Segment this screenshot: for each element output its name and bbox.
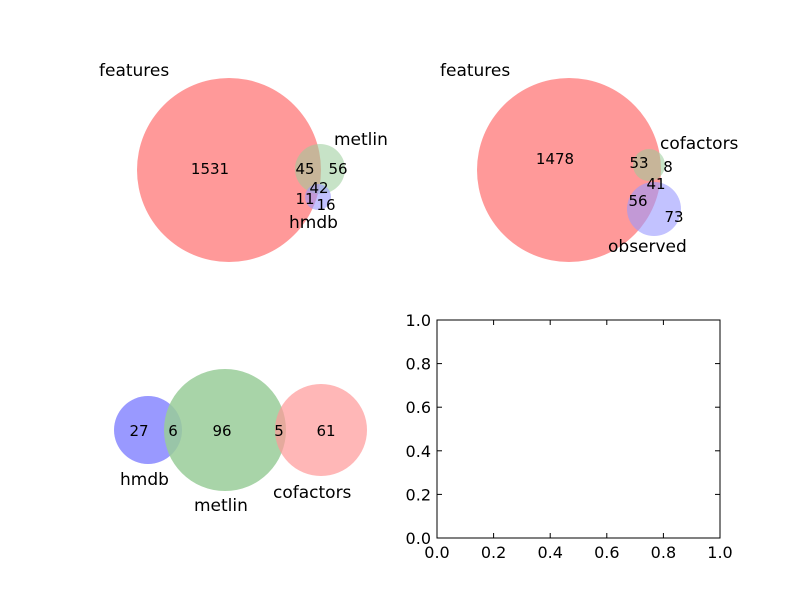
set-label-observed: observed — [608, 237, 687, 257]
venn-circle-cofactors — [275, 384, 367, 476]
set-label-metlin: metlin — [334, 130, 388, 150]
region-label: 56 — [628, 192, 647, 210]
set-label-metlin: metlin — [194, 496, 248, 516]
y-tick-label: 0.0 — [406, 529, 431, 548]
x-tick-label: 0.8 — [651, 543, 676, 562]
region-label: 41 — [646, 175, 665, 193]
region-label: 53 — [629, 154, 648, 172]
venn-panel-top-left: features metlin hmdb 1531 45 56 42 11 16 — [99, 61, 388, 262]
axes-frame — [436, 319, 721, 539]
x-tick-label: 0.6 — [594, 543, 619, 562]
venn-panel-top-right: features cofactors observed 1478 53 8 41… — [440, 61, 739, 262]
x-tick-label: 0.2 — [481, 543, 506, 562]
region-label: 45 — [295, 160, 314, 178]
region-label: 56 — [328, 160, 347, 178]
y-tick-label: 0.8 — [406, 355, 431, 374]
region-label: 1478 — [536, 150, 574, 168]
venn-circle-hmdb — [114, 396, 182, 464]
venn-circle-observed — [627, 182, 681, 236]
region-label: 5 — [274, 422, 284, 440]
venn-circle-metlin — [295, 144, 345, 194]
set-label-features: features — [440, 61, 510, 81]
region-label: 96 — [212, 422, 231, 440]
region-label: 6 — [168, 422, 178, 440]
region-label: 61 — [316, 422, 335, 440]
venn-panel-bottom-left: hmdb metlin cofactors 27 6 96 5 61 — [114, 369, 367, 516]
x-tick-label: 0.4 — [537, 543, 562, 562]
set-label-hmdb: hmdb — [120, 470, 169, 490]
set-label-hmdb: hmdb — [289, 213, 338, 233]
x-tick-label: 1.0 — [707, 543, 732, 562]
y-tick-label: 0.6 — [406, 398, 431, 417]
region-label: 16 — [316, 196, 335, 214]
venn-circle-metlin — [164, 369, 286, 491]
venn-circle-features — [477, 78, 661, 262]
region-label: 42 — [309, 179, 328, 197]
y-tick-label: 0.2 — [406, 485, 431, 504]
y-tick-label: 0.4 — [406, 442, 431, 461]
region-label: 8 — [663, 158, 673, 176]
venn-circle-features — [137, 78, 321, 262]
region-label: 27 — [129, 422, 148, 440]
set-label-cofactors: cofactors — [273, 483, 352, 503]
empty-axes-panel: 0.0 0.2 0.4 0.6 0.8 1.0 0.0 0.2 0.4 0.6 0.8 1.0 — [406, 311, 733, 562]
venn-circle-hmdb — [305, 184, 331, 210]
x-tick-label: 0.0 — [424, 543, 449, 562]
venn-circle-cofactors — [633, 149, 665, 181]
set-label-features: features — [99, 61, 169, 81]
region-label: 11 — [295, 190, 314, 208]
region-label: 73 — [664, 208, 683, 226]
y-tick-label: 1.0 — [406, 311, 431, 330]
set-label-cofactors: cofactors — [660, 134, 739, 154]
region-label: 1531 — [191, 160, 229, 178]
